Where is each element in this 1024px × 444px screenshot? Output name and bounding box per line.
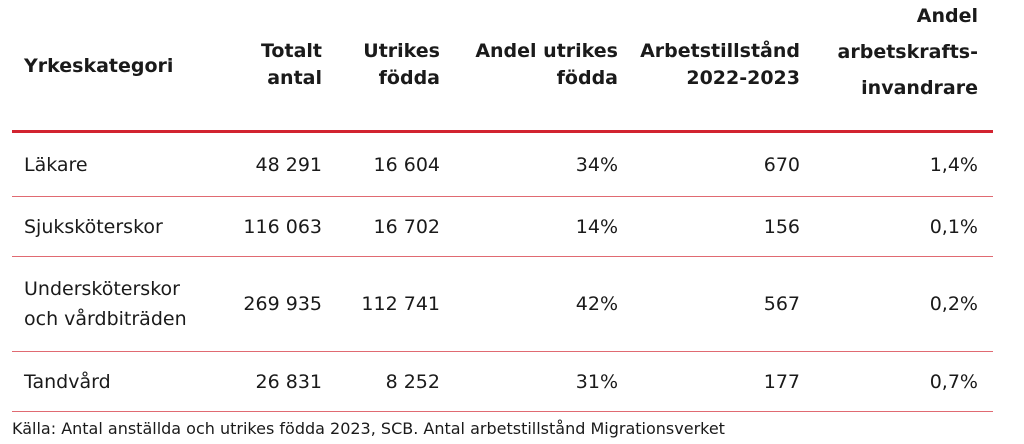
row-category-line: Undersköterskor (24, 278, 180, 300)
header-permits-line1: Arbetstillstånd (640, 40, 800, 62)
cell-share-foreign: 14% (575, 215, 618, 238)
header-total-line2: antal (267, 67, 322, 89)
row-category-line: Sjuksköterskor (24, 215, 163, 238)
table-row: Läkare 48 291 16 604 34% 670 1,4% (12, 133, 993, 197)
header-share-foreign-line2: födda (556, 67, 618, 89)
table-header: Yrkeskategori Totalt antal Utrikes födda… (12, 0, 993, 132)
row-category: Läkare (24, 133, 88, 196)
header-share-labour-line2: arbetskrafts- (837, 41, 978, 63)
row-category: Sjuksköterskor (24, 197, 163, 256)
cell-permits: 567 (763, 293, 800, 315)
header-category: Yrkeskategori (24, 0, 224, 132)
cell-total: 116 063 (243, 215, 322, 238)
cell-share-labour: 0,7% (929, 370, 978, 393)
header-foreign: Utrikes födda (332, 0, 440, 132)
table-row: Undersköterskor och vårdbiträden 269 935… (12, 257, 993, 352)
cell-total: 48 291 (255, 153, 322, 176)
row-category: Undersköterskor och vårdbiträden (24, 257, 187, 351)
cell-total: 269 935 (243, 293, 322, 315)
header-permits-line2: 2022-2023 (686, 67, 800, 89)
cell-share-labour: 1,4% (929, 153, 978, 176)
cell-foreign: 16 702 (373, 215, 440, 238)
data-table: Yrkeskategori Totalt antal Utrikes födda… (12, 0, 993, 412)
table-row: Sjuksköterskor 116 063 16 702 14% 156 0,… (12, 197, 993, 257)
header-share-labour-line3: invandrare (861, 77, 978, 99)
cell-share-foreign: 42% (575, 293, 618, 315)
cell-foreign: 16 604 (373, 153, 440, 176)
row-category: Tandvård (24, 352, 111, 411)
header-permits: Arbetstillstånd 2022-2023 (622, 0, 800, 132)
cell-total: 26 831 (255, 370, 322, 393)
header-foreign-line2: födda (378, 67, 440, 89)
header-foreign-line1: Utrikes (363, 40, 440, 62)
cell-foreign: 112 741 (361, 293, 440, 315)
header-total: Totalt antal (222, 0, 322, 132)
header-total-line1: Totalt (261, 40, 322, 62)
table-row: Tandvård 26 831 8 252 31% 177 0,7% (12, 352, 993, 412)
cell-foreign: 8 252 (385, 370, 440, 393)
cell-permits: 156 (763, 215, 800, 238)
header-share-foreign: Andel utrikes födda (452, 0, 618, 132)
cell-permits: 670 (763, 153, 800, 176)
row-category-line: Tandvård (24, 370, 111, 393)
cell-share-labour: 0,1% (929, 215, 978, 238)
source-note: Källa: Antal anställda och utrikes födda… (12, 419, 725, 438)
header-divider (12, 130, 993, 133)
header-share-labour: Andel arbetskrafts- invandrare (812, 0, 978, 132)
cell-share-foreign: 31% (575, 370, 618, 393)
row-category-line: och vårdbiträden (24, 308, 187, 330)
cell-permits: 177 (763, 370, 800, 393)
header-category-label: Yrkeskategori (24, 54, 174, 77)
header-share-foreign-line1: Andel utrikes (475, 40, 618, 62)
cell-share-foreign: 34% (575, 153, 618, 176)
cell-share-labour: 0,2% (929, 293, 978, 315)
header-share-labour-line1: Andel (916, 5, 978, 27)
row-category-line: Läkare (24, 153, 88, 176)
